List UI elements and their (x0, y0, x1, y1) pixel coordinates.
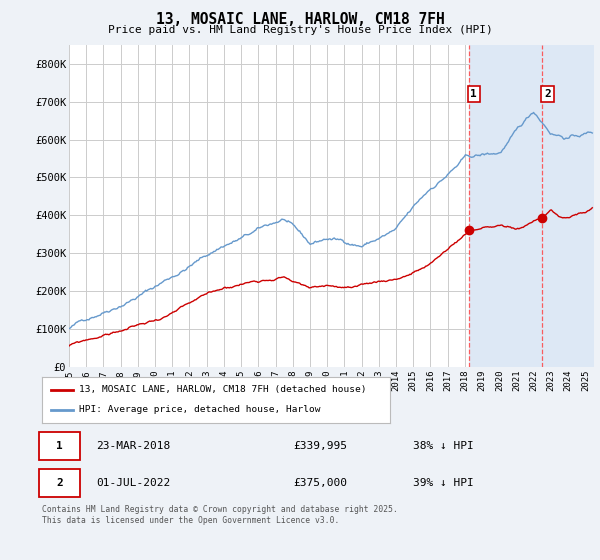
Text: 23-MAR-2018: 23-MAR-2018 (97, 441, 171, 451)
Text: 01-JUL-2022: 01-JUL-2022 (97, 478, 171, 488)
Text: £339,995: £339,995 (293, 441, 347, 451)
Text: 2: 2 (56, 478, 63, 488)
FancyBboxPatch shape (39, 432, 80, 460)
Text: 38% ↓ HPI: 38% ↓ HPI (413, 441, 474, 451)
Text: 1: 1 (56, 441, 63, 451)
Text: 13, MOSAIC LANE, HARLOW, CM18 7FH: 13, MOSAIC LANE, HARLOW, CM18 7FH (155, 12, 445, 27)
Text: 39% ↓ HPI: 39% ↓ HPI (413, 478, 474, 488)
Text: £375,000: £375,000 (293, 478, 347, 488)
Text: 1: 1 (470, 89, 477, 99)
Bar (542, 45, 594, 367)
Text: 2: 2 (544, 89, 551, 99)
Text: Contains HM Land Registry data © Crown copyright and database right 2025.
This d: Contains HM Land Registry data © Crown c… (42, 505, 398, 525)
Text: HPI: Average price, detached house, Harlow: HPI: Average price, detached house, Harl… (79, 405, 320, 414)
Bar (469, 45, 542, 367)
Text: Price paid vs. HM Land Registry's House Price Index (HPI): Price paid vs. HM Land Registry's House … (107, 25, 493, 35)
Text: 13, MOSAIC LANE, HARLOW, CM18 7FH (detached house): 13, MOSAIC LANE, HARLOW, CM18 7FH (detac… (79, 385, 366, 394)
FancyBboxPatch shape (39, 469, 80, 497)
